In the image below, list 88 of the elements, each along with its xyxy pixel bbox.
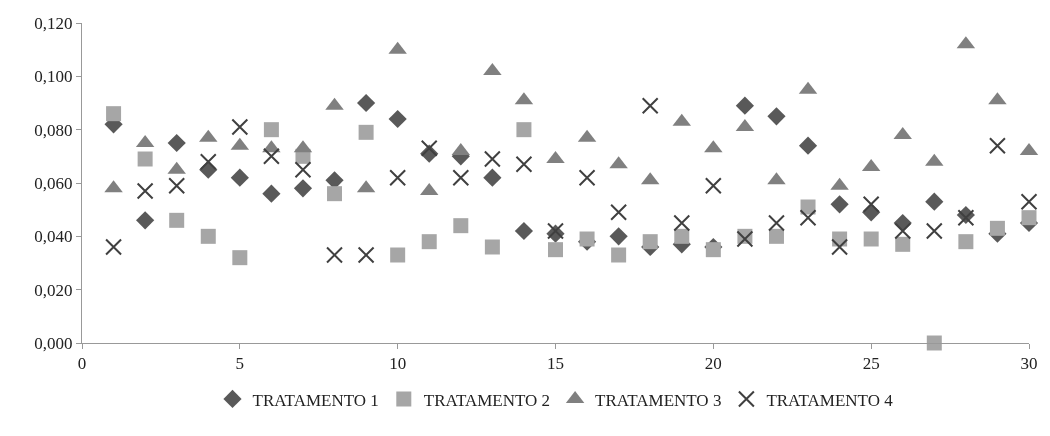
point xyxy=(611,247,627,263)
point xyxy=(136,211,155,230)
point xyxy=(798,136,818,155)
point xyxy=(199,153,217,171)
y-tick-label: 0,080 xyxy=(34,120,73,140)
point xyxy=(230,168,249,187)
point xyxy=(579,231,595,247)
point xyxy=(200,228,216,244)
point xyxy=(735,96,754,115)
point xyxy=(390,247,406,263)
point xyxy=(262,147,280,165)
point xyxy=(167,133,186,153)
point xyxy=(863,231,879,247)
point xyxy=(388,109,407,129)
point xyxy=(548,242,563,258)
point xyxy=(293,179,313,198)
point xyxy=(989,220,1005,236)
point xyxy=(610,203,628,221)
point xyxy=(358,124,374,140)
y-tick-label: 0,120 xyxy=(34,13,73,33)
point xyxy=(452,169,470,187)
point xyxy=(262,184,281,203)
point xyxy=(420,139,438,157)
point xyxy=(830,195,849,214)
y-tick-label: 0,020 xyxy=(34,280,73,300)
point xyxy=(106,106,122,122)
point xyxy=(767,107,786,126)
point xyxy=(768,228,784,244)
point xyxy=(799,209,817,227)
point xyxy=(926,335,942,351)
point xyxy=(136,182,154,200)
x-tick-label: 25 xyxy=(862,354,880,374)
point xyxy=(294,161,312,179)
point xyxy=(421,234,437,250)
point xyxy=(168,177,186,195)
point xyxy=(516,122,532,138)
point xyxy=(609,227,628,246)
point xyxy=(389,169,407,187)
point xyxy=(895,236,911,252)
x-tick-label: 5 xyxy=(235,354,245,374)
point xyxy=(326,246,344,264)
point xyxy=(105,238,123,256)
point xyxy=(831,238,849,256)
point xyxy=(958,234,974,250)
legend-label: TRATAMENTO 1 xyxy=(252,390,379,410)
point xyxy=(137,151,153,167)
point xyxy=(1020,193,1038,211)
point xyxy=(1021,210,1037,226)
point xyxy=(327,186,343,202)
point xyxy=(925,222,943,240)
point xyxy=(957,209,975,227)
y-tick-label: 0,060 xyxy=(34,173,73,193)
point xyxy=(453,218,469,234)
y-tick-label: 0,040 xyxy=(34,227,73,247)
y-tick-label: 0,000 xyxy=(34,333,73,353)
point xyxy=(231,118,249,136)
point xyxy=(736,230,754,248)
point xyxy=(704,177,722,195)
y-tick-label: 0,100 xyxy=(34,67,73,87)
point xyxy=(357,246,375,264)
point xyxy=(484,239,500,255)
legend-label: TRATAMENTO 3 xyxy=(595,390,722,410)
x-tick-label: 10 xyxy=(389,354,407,374)
point xyxy=(483,150,501,168)
point xyxy=(673,214,691,232)
point xyxy=(578,169,596,187)
point xyxy=(988,137,1006,155)
point xyxy=(894,222,912,240)
point xyxy=(357,93,376,113)
x-tick-label: 15 xyxy=(547,354,564,374)
point xyxy=(862,195,880,213)
point xyxy=(767,214,785,232)
point xyxy=(514,221,534,241)
point xyxy=(232,250,248,266)
point xyxy=(925,192,944,211)
point xyxy=(483,168,502,187)
point xyxy=(515,155,533,173)
x-tick-label: 20 xyxy=(704,354,722,374)
point xyxy=(705,242,721,258)
point xyxy=(169,212,185,228)
x-tick-label: 30 xyxy=(1020,354,1038,374)
legend-label: TRATAMENTO 2 xyxy=(423,390,551,410)
x-tick-label: 0 xyxy=(77,354,87,374)
point xyxy=(641,97,659,115)
point xyxy=(263,122,279,138)
point xyxy=(642,234,658,250)
point xyxy=(674,228,690,244)
legend-label: TRATAMENTO 4 xyxy=(766,390,894,410)
